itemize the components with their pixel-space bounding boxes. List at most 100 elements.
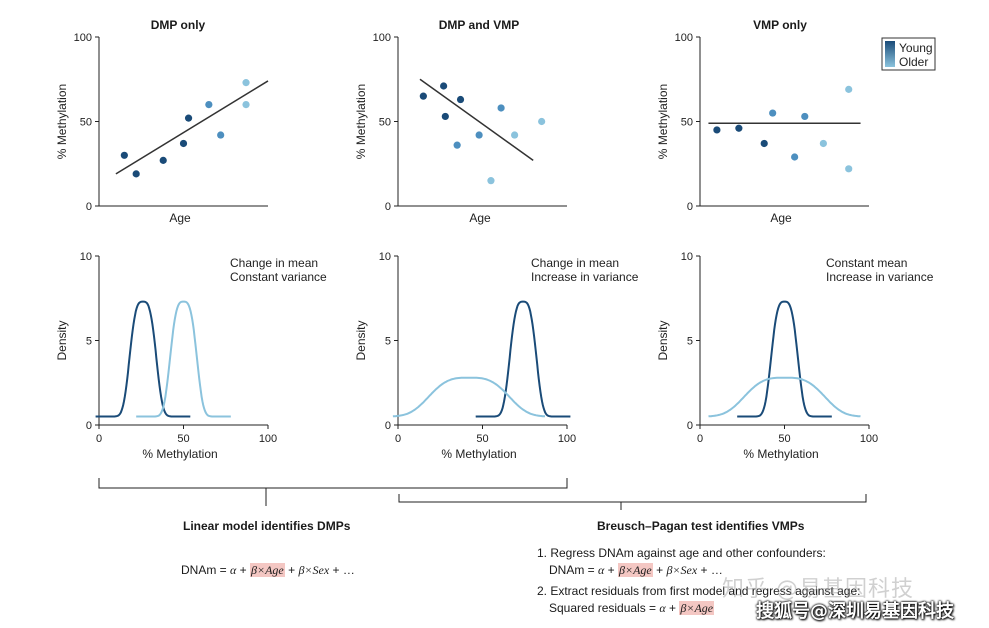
panel-annotation: Constant variance [230, 270, 327, 284]
y-tick-label: 5 [86, 336, 92, 348]
density-curve-young [737, 300, 832, 418]
data-point [159, 156, 167, 164]
y-axis-label: Density [55, 320, 69, 360]
panel-annotation: Increase in variance [531, 270, 639, 284]
scatter-panel: DMP and VMP 0 50 100 Age % Methylation [354, 18, 567, 225]
y-tick-label: 100 [675, 32, 693, 44]
data-point [132, 170, 140, 178]
x-tick-label: 100 [558, 433, 576, 445]
formula-beta-age-highlight: β×Age [679, 601, 715, 615]
data-point [242, 101, 250, 109]
formula-beta-sex: β×Sex [298, 563, 330, 577]
left-bracket [98, 478, 568, 506]
y-tick-label: 10 [379, 251, 391, 263]
y-axis-label: % Methylation [354, 84, 368, 159]
y-axis-label: % Methylation [55, 84, 69, 159]
trend-line [115, 80, 269, 175]
formula-beta-age-highlight: β×Age [250, 563, 285, 577]
formula-beta-age: β×Age [680, 601, 714, 615]
data-point [441, 112, 449, 121]
formula-beta-age-highlight: β×Age [618, 563, 653, 577]
x-tick-label: 50 [177, 433, 189, 445]
panel-title: VMP only [753, 18, 807, 32]
linear-model-caption: Linear model identifies DMPs [183, 519, 351, 533]
data-point [497, 104, 505, 112]
panel-annotation: Change in mean [230, 256, 318, 270]
y-tick-label: 50 [681, 117, 693, 129]
y-axis-label: Density [354, 320, 368, 360]
residuals-lead: Squared residuals = [549, 601, 660, 615]
x-axis-label: % Methylation [441, 447, 516, 461]
data-point [456, 95, 465, 104]
x-tick-label: 50 [778, 433, 790, 445]
data-point [511, 131, 519, 139]
data-point [419, 92, 427, 100]
data-point [845, 85, 853, 93]
density-curve-young [475, 300, 571, 418]
formula-plus: + [284, 563, 299, 577]
formula-beta-age: β×Age [619, 563, 652, 577]
x-tick-label: 100 [259, 433, 277, 445]
data-point [769, 109, 777, 117]
y-tick-label: 0 [86, 201, 92, 213]
density-curve-older [136, 300, 231, 418]
x-tick-label: 100 [860, 433, 878, 445]
scatter-panels: DMP only 0 50 100 Age % Methylation DMP and VM… [55, 18, 869, 225]
data-point [791, 153, 799, 161]
y-tick-label: 5 [687, 336, 693, 348]
data-point [179, 139, 188, 148]
formula-plus: + [236, 563, 251, 577]
data-point [120, 151, 128, 159]
y-tick-label: 0 [385, 420, 391, 432]
data-point [735, 124, 743, 132]
data-point [760, 139, 768, 148]
data-point [217, 131, 225, 139]
y-tick-label: 5 [385, 336, 391, 348]
x-tick-label: 0 [395, 433, 401, 445]
data-point [538, 117, 546, 126]
x-tick-label: 50 [476, 433, 488, 445]
data-point [453, 141, 461, 149]
panel-title: DMP only [151, 18, 206, 32]
bp-test-caption: Breusch–Pagan test identifies VMPs [597, 519, 805, 533]
panel-annotation: Constant mean [826, 256, 907, 270]
x-axis-label: Age [770, 211, 792, 225]
data-point [440, 82, 448, 90]
formula-plus: + [665, 601, 680, 615]
y-axis-label: Density [656, 320, 670, 360]
formula-beta-sex: β×Sex [666, 563, 698, 577]
bp-step-1: 1. Regress DNAm against age and other co… [537, 546, 826, 560]
panel-title: DMP and VMP [439, 18, 519, 32]
formula-lead: DNAm = [549, 563, 599, 577]
x-tick-label: 0 [697, 433, 703, 445]
formula-plus: + [604, 563, 619, 577]
data-point [205, 101, 213, 109]
bp-step-2: 2. Extract residuals from first model an… [537, 584, 861, 598]
formula-tail: + … [697, 563, 723, 577]
watermark-bottom: 搜狐号@深圳易基因科技 [756, 601, 954, 622]
legend-label: Older [899, 55, 928, 69]
y-tick-label: 0 [86, 420, 92, 432]
formula-tail: + … [329, 563, 355, 577]
y-tick-label: 10 [80, 251, 92, 263]
scatter-panel: DMP only 0 50 100 Age % Methylation [55, 18, 269, 225]
brackets [98, 478, 867, 510]
formula-beta-age: β×Age [251, 563, 284, 577]
formula-plus: + [652, 563, 667, 577]
y-tick-label: 0 [687, 201, 693, 213]
bp-step-2-formula: Squared residuals = α + β×Age [549, 601, 715, 616]
x-axis-label: Age [469, 211, 491, 225]
data-point [845, 165, 853, 173]
y-tick-label: 50 [80, 117, 92, 129]
x-axis-label: % Methylation [142, 447, 217, 461]
density-curve-young [95, 300, 191, 418]
data-point [713, 126, 721, 134]
y-tick-label: 50 [379, 117, 391, 129]
panel-annotation: Change in mean [531, 256, 619, 270]
